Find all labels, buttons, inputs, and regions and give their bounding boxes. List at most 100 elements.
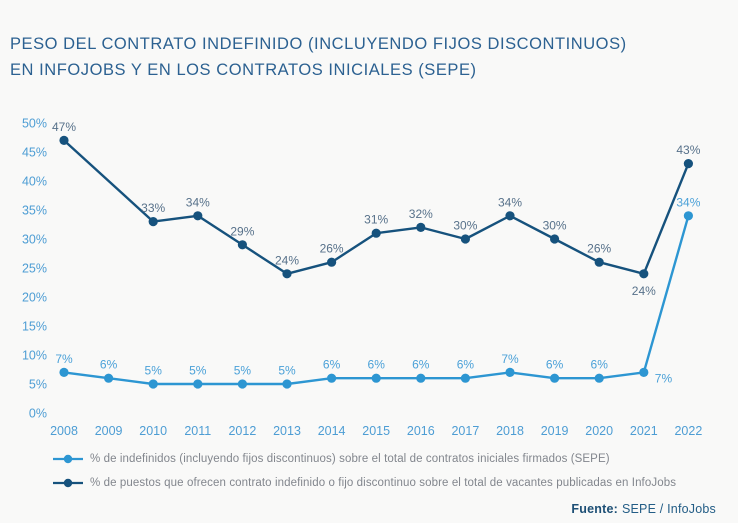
source-label: Fuente: bbox=[571, 502, 618, 516]
y-axis-tick-label: 30% bbox=[22, 233, 47, 247]
data-point bbox=[327, 373, 337, 383]
data-point bbox=[59, 135, 69, 145]
data-point bbox=[460, 234, 470, 244]
data-point bbox=[460, 373, 470, 383]
y-axis-tick-label: 10% bbox=[22, 349, 47, 363]
sepe-line-marker-icon bbox=[52, 454, 84, 464]
legend-label-sepe: % de indefinidos (incluyendo fijos disco… bbox=[90, 452, 610, 465]
data-point bbox=[104, 373, 114, 383]
data-point-label: 6% bbox=[591, 358, 609, 372]
x-axis-tick-label: 2014 bbox=[318, 424, 346, 438]
data-point bbox=[683, 159, 694, 169]
data-point bbox=[416, 373, 426, 383]
data-point-label: 32% bbox=[409, 207, 433, 221]
data-point bbox=[237, 240, 247, 250]
data-point-label: 26% bbox=[587, 242, 611, 256]
data-point bbox=[371, 373, 381, 383]
data-point bbox=[148, 217, 158, 227]
line-chart: 0% 5% 10% 15% 20% 25% 30% 35% 40% 45% 50% 2008 2009 2… bbox=[22, 117, 702, 439]
x-axis-tick-label: 2011 bbox=[184, 424, 211, 438]
infojobs-line-marker-icon bbox=[52, 478, 84, 488]
x-axis-tick-label: 2021 bbox=[630, 424, 658, 438]
data-point bbox=[594, 257, 604, 267]
source-note: Fuente: SEPE / InfoJobs bbox=[571, 502, 716, 516]
y-axis-tick-label: 0% bbox=[29, 407, 47, 421]
x-axis-tick-label: 2020 bbox=[585, 424, 613, 438]
data-point-label: 29% bbox=[230, 224, 254, 238]
y-axis-tick-label: 40% bbox=[22, 175, 47, 189]
data-point bbox=[193, 379, 203, 389]
data-point-label: 6% bbox=[457, 358, 475, 372]
data-point-label: 6% bbox=[100, 358, 118, 372]
x-axis-tick-label: 2018 bbox=[496, 424, 524, 438]
data-point-label: 34% bbox=[676, 195, 700, 209]
legend-item-infojobs: % de puestos que ofrecen contrato indefi… bbox=[52, 475, 676, 490]
data-point-label: 43% bbox=[676, 143, 700, 157]
data-point-label: 6% bbox=[368, 358, 386, 372]
data-point bbox=[594, 373, 604, 383]
data-point-label: 5% bbox=[189, 364, 207, 378]
data-point-label: 7% bbox=[55, 352, 73, 366]
chart-title: PESO DEL CONTRATO INDEFINIDO (INCLUYENDO… bbox=[10, 31, 627, 83]
data-point bbox=[148, 379, 158, 389]
data-point bbox=[193, 211, 203, 221]
data-point bbox=[237, 379, 247, 389]
data-point-label: 7% bbox=[655, 371, 673, 385]
data-point-label: 6% bbox=[412, 358, 430, 372]
chart-legend: % de indefinidos (incluyendo fijos disco… bbox=[52, 451, 676, 490]
data-point bbox=[550, 373, 560, 383]
data-point-label: 24% bbox=[632, 284, 656, 298]
x-axis-tick-label: 2015 bbox=[362, 424, 390, 438]
data-point bbox=[282, 269, 292, 279]
data-point-label: 5% bbox=[234, 364, 252, 378]
data-point bbox=[683, 211, 694, 221]
x-axis-tick-label: 2009 bbox=[95, 424, 123, 438]
x-axis-tick-label: 2010 bbox=[139, 424, 167, 438]
data-point bbox=[550, 234, 560, 244]
y-axis-tick-label: 50% bbox=[22, 117, 47, 131]
x-axis-tick-label: 2019 bbox=[541, 424, 569, 438]
y-axis-tick-label: 25% bbox=[22, 262, 47, 276]
data-point bbox=[505, 367, 515, 377]
y-axis-tick-label: 45% bbox=[22, 146, 47, 160]
data-point-label: 33% bbox=[141, 201, 165, 215]
legend-label-infojobs: % de puestos que ofrecen contrato indefi… bbox=[90, 476, 677, 489]
data-point-label: 24% bbox=[275, 253, 299, 267]
data-point-label: 34% bbox=[186, 195, 210, 209]
data-point-label: 26% bbox=[320, 242, 344, 256]
data-point-label: 47% bbox=[52, 120, 76, 134]
legend-item-sepe: % de indefinidos (incluyendo fijos disco… bbox=[52, 451, 676, 466]
data-point bbox=[282, 379, 292, 389]
x-axis-tick-label: 2016 bbox=[407, 424, 435, 438]
x-axis-tick-label: 2013 bbox=[273, 424, 301, 438]
data-point-label: 6% bbox=[323, 358, 341, 372]
data-point-label: 6% bbox=[546, 358, 564, 372]
data-point-label: 7% bbox=[501, 352, 519, 366]
data-point-label: 30% bbox=[453, 219, 477, 233]
data-point bbox=[59, 367, 69, 377]
x-axis-tick-label: 2012 bbox=[228, 424, 256, 438]
x-axis-tick-label: 2008 bbox=[50, 424, 78, 438]
y-axis-tick-label: 20% bbox=[22, 291, 47, 305]
data-point-label: 5% bbox=[278, 364, 296, 378]
data-point-label: 5% bbox=[145, 364, 163, 378]
x-axis-tick-label: 2022 bbox=[674, 424, 702, 438]
data-point bbox=[505, 211, 515, 221]
data-point bbox=[371, 228, 381, 238]
chart-title-line2: EN INFOJOBS Y EN LOS CONTRATOS INICIALES… bbox=[10, 61, 477, 79]
chart-title-line1: PESO DEL CONTRATO INDEFINIDO (INCLUYENDO… bbox=[10, 35, 627, 53]
series-line bbox=[62, 139, 690, 275]
data-point-label: 30% bbox=[543, 219, 567, 233]
y-axis-tick-label: 15% bbox=[22, 320, 47, 334]
source-value: SEPE / InfoJobs bbox=[621, 502, 716, 516]
data-point bbox=[327, 257, 337, 267]
data-point bbox=[416, 222, 426, 232]
data-point bbox=[639, 269, 649, 279]
y-axis-tick-label: 35% bbox=[22, 204, 47, 218]
data-point bbox=[639, 367, 649, 377]
data-point-label: 34% bbox=[498, 195, 522, 209]
data-point-label: 31% bbox=[364, 213, 388, 227]
x-axis-tick-label: 2017 bbox=[451, 424, 479, 438]
y-axis-tick-label: 5% bbox=[29, 378, 47, 392]
